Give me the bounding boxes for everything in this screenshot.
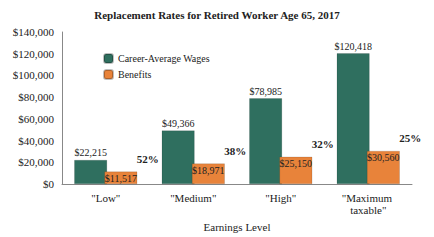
- svg-text:32%: 32%: [312, 138, 334, 150]
- svg-text:$22,215: $22,215: [74, 147, 107, 158]
- svg-text:Earnings Level: Earnings Level: [204, 221, 271, 233]
- svg-text:"Medium": "Medium": [170, 192, 216, 204]
- svg-text:$120,000: $120,000: [13, 48, 55, 60]
- svg-text:$60,000: $60,000: [18, 113, 54, 125]
- svg-text:25%: 25%: [399, 132, 421, 144]
- svg-text:52%: 52%: [137, 153, 159, 165]
- svg-text:"Maximum: "Maximum: [342, 192, 395, 204]
- svg-text:38%: 38%: [224, 145, 246, 157]
- svg-text:$100,000: $100,000: [13, 69, 55, 81]
- svg-text:Career-Average Wages: Career-Average Wages: [118, 53, 210, 64]
- svg-text:$25,150: $25,150: [280, 158, 313, 169]
- svg-text:"Low": "Low": [91, 192, 120, 204]
- svg-text:$30,560: $30,560: [367, 152, 400, 163]
- svg-text:taxable": taxable": [350, 204, 386, 216]
- svg-text:$120,418: $120,418: [334, 41, 372, 52]
- svg-text:Benefits: Benefits: [118, 69, 151, 80]
- svg-text:$140,000: $140,000: [13, 26, 55, 38]
- svg-text:$78,985: $78,985: [249, 86, 282, 97]
- svg-text:$49,366: $49,366: [162, 118, 195, 129]
- svg-text:$40,000: $40,000: [18, 135, 54, 147]
- svg-text:"High": "High": [265, 192, 296, 204]
- svg-text:$80,000: $80,000: [18, 91, 54, 103]
- svg-text:Replacement Rates for Retired: Replacement Rates for Retired Worker Age…: [94, 9, 340, 21]
- svg-text:$20,000: $20,000: [18, 156, 54, 168]
- svg-text:$11,517: $11,517: [105, 173, 137, 184]
- svg-text:$0: $0: [43, 178, 55, 190]
- svg-text:$18,971: $18,971: [192, 165, 225, 176]
